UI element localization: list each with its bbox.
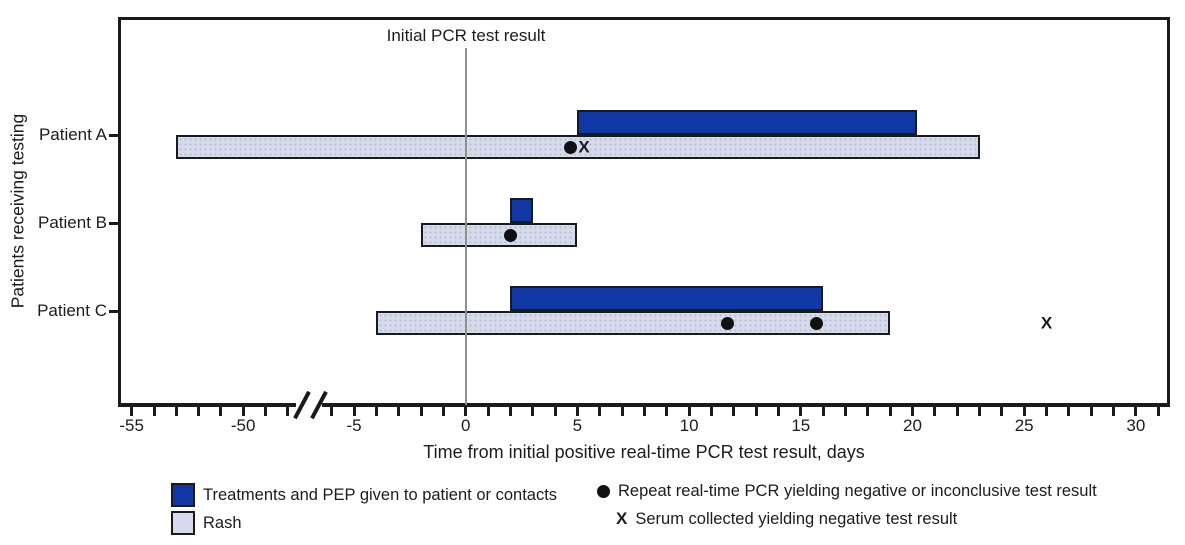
x-axis-tick: [978, 407, 982, 416]
x-axis-tick-label: 25: [1014, 416, 1034, 435]
x-axis-tick: [1089, 407, 1093, 416]
rash-bar: [376, 311, 891, 335]
x-axis-tick: [264, 407, 267, 416]
x-axis-tick: [1067, 407, 1071, 416]
x-axis-tick: [575, 407, 579, 416]
x-axis-tick: [397, 407, 401, 416]
rash-swatch-icon: [171, 511, 195, 535]
x-axis-tick: [130, 407, 134, 416]
axis-break-gap: [296, 401, 322, 409]
rash-bar: [421, 223, 578, 247]
x-axis-tick: [709, 407, 713, 416]
x-axis-tick: [955, 407, 959, 416]
x-axis-tick: [419, 407, 423, 416]
x-axis-tick: [374, 407, 378, 416]
x-axis-tick-label: -50: [230, 416, 256, 435]
repeat-pcr-dot-marker: [720, 316, 734, 330]
rash-bar: [176, 135, 980, 159]
x-axis-tick: [1134, 407, 1138, 416]
x-axis-tick: [352, 407, 356, 416]
x-axis-tick-label: 5: [572, 416, 583, 435]
x-axis-tick: [888, 407, 892, 416]
x-axis-tick: [776, 407, 780, 416]
x-axis-tick-label: 15: [791, 416, 811, 435]
legend-label-rash: Rash: [203, 513, 242, 532]
plot-area: [118, 17, 1170, 407]
x-axis-tick: [197, 407, 201, 416]
x-axis-tick: [441, 407, 445, 416]
repeat-pcr-dot-marker: [503, 228, 517, 242]
x-axis-tick: [620, 407, 624, 416]
legend-label-serum: Serum collected yielding negative test r…: [635, 509, 958, 528]
x-axis-tick-label: -55: [119, 416, 144, 435]
legend-item-repeat-pcr: Repeat real-time PCR yielding negative o…: [597, 481, 1097, 501]
treatment-bar: [577, 110, 917, 135]
treatment-bar: [510, 286, 824, 311]
x-axis-tick: [330, 407, 334, 416]
x-axis-tick: [508, 407, 512, 416]
x-axis-tick: [665, 407, 669, 416]
legend-item-serum: X Serum collected yielding negative test…: [616, 509, 957, 529]
y-axis-tick: [109, 221, 118, 225]
legend-item-rash: Rash: [171, 511, 242, 535]
legend-label-treatment: Treatments and PEP given to patient or c…: [203, 485, 558, 504]
x-axis-tick: [553, 407, 557, 416]
x-axis-tick: [241, 407, 245, 416]
y-axis-tick: [109, 133, 118, 137]
serum-x-icon: X: [616, 509, 628, 528]
x-axis-tick-label: 0: [460, 416, 471, 435]
x-axis-tick: [799, 407, 803, 416]
x-axis-tick-label: -5: [346, 416, 362, 435]
x-axis-tick: [642, 407, 646, 416]
x-axis-tick: [1045, 407, 1049, 416]
serum-x-marker: X: [578, 137, 590, 157]
x-axis-tick: [687, 407, 691, 416]
x-axis-tick-label: 20: [903, 416, 922, 435]
repeat-pcr-dot-marker: [564, 140, 578, 154]
x-axis-tick: [821, 407, 825, 416]
pcr-dot-icon: [597, 484, 610, 498]
x-axis-tick: [286, 407, 290, 416]
patient-label: Patient A: [38, 125, 107, 144]
patient-label: Patient B: [38, 213, 107, 232]
x-axis-title: Time from initial positive real-time PCR…: [423, 442, 865, 462]
x-axis-tick: [1022, 407, 1026, 416]
y-axis-tick: [109, 309, 118, 313]
x-axis-tick: [531, 407, 535, 416]
x-axis-tick: [732, 407, 736, 416]
x-axis-tick: [174, 407, 178, 416]
x-axis-tick: [866, 407, 870, 416]
x-axis-tick: [1000, 407, 1004, 416]
x-axis-tick-label: 10: [679, 416, 699, 435]
treatment-bar: [510, 198, 533, 223]
legend-label-repeat-pcr: Repeat real-time PCR yielding negative o…: [618, 481, 1097, 500]
x-axis-tick: [843, 407, 847, 416]
x-axis-tick: [219, 407, 223, 416]
legend-item-treatment: Treatments and PEP given to patient or c…: [171, 483, 557, 507]
reference-line-annotation: Initial PCR test result: [386, 26, 546, 45]
x-axis-tick: [933, 407, 937, 416]
treatment-swatch-icon: [171, 483, 195, 507]
patient-label: Patient C: [37, 301, 107, 320]
x-axis-tick: [1112, 407, 1116, 416]
serum-x-marker: X: [1040, 313, 1053, 333]
x-axis-tick: [464, 407, 468, 416]
repeat-pcr-dot-marker: [809, 316, 823, 330]
x-axis-tick-label: 30: [1126, 416, 1146, 435]
x-axis-tick: [754, 407, 758, 416]
x-axis-tick: [911, 407, 914, 416]
initial-pcr-reference-line: [464, 48, 467, 405]
x-axis-tick: [1156, 407, 1160, 416]
x-axis-tick: [486, 407, 490, 416]
x-axis-tick: [598, 407, 602, 416]
x-axis-tick: [152, 407, 156, 416]
